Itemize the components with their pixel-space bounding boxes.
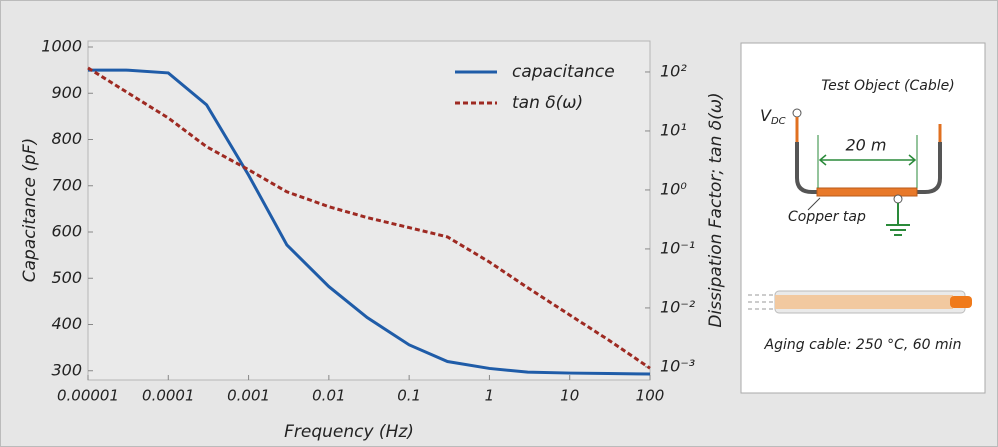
y2-tick-label: 10⁻³ (660, 356, 695, 375)
plot-area (87, 40, 651, 381)
leader (807, 197, 821, 211)
terminal (792, 108, 802, 118)
x-axis-label: Frequency (Hz) (284, 422, 414, 442)
y2-tick-label: 10¹ (660, 120, 687, 139)
y-tick-label: 500 (51, 268, 82, 287)
x-tick-label: 0.00001 (57, 387, 119, 405)
caption: Aging cable: 250 °C, 60 min (764, 337, 962, 353)
y-tick-label: 900 (51, 83, 82, 102)
tap-label: Copper tap (788, 209, 866, 225)
legend-label: capacitance (512, 62, 615, 82)
y-tick-label: 1000 (41, 37, 82, 56)
cable-insulation (775, 295, 953, 309)
legend-label: tan δ(ω) (512, 93, 583, 113)
cable-core (950, 296, 972, 308)
voltage-sub: DC (771, 116, 786, 127)
y-axis-label: Capacitance (pF) (20, 138, 40, 282)
length-label: 20 m (845, 136, 886, 155)
y-tick-label: 700 (51, 175, 82, 194)
y2-axis-label: Dissipation Factor; tan δ(ω) (706, 92, 726, 327)
series-line (88, 68, 651, 376)
ground (886, 203, 910, 236)
diagram: Test Object (Cable) VDC 20 m Copper tap … (740, 42, 986, 394)
diagram-panel (740, 42, 986, 394)
x-tick-label: 0.01 (312, 387, 345, 405)
y2-tick-label: 10⁰ (660, 179, 687, 198)
voltage-label: VDC (760, 106, 786, 128)
diagram-title: Test Object (Cable) (821, 78, 954, 94)
y-tick-label: 800 (51, 129, 82, 148)
copper-tap (816, 187, 918, 197)
y2-tick-label: 10⁻¹ (660, 238, 695, 257)
voltage-main: V (760, 106, 772, 125)
tap-terminal (893, 194, 903, 204)
x-tick-label: 10 (560, 387, 579, 405)
x-tick-label: 1 (485, 387, 495, 405)
y-tick-label: 600 (51, 222, 82, 241)
x-tick-label: 0.1 (397, 387, 421, 405)
y2-tick-label: 10⁻² (660, 297, 696, 316)
x-tick-label: 100 (636, 387, 665, 405)
y-tick-label: 400 (51, 314, 82, 333)
series-line (87, 66, 651, 370)
dimension-arrow (818, 154, 917, 166)
y-tick-label: 300 (51, 360, 82, 379)
cable-cut (748, 294, 775, 310)
x-tick-label: 0.001 (227, 387, 270, 405)
x-tick-label: 0.0001 (142, 387, 195, 405)
y2-tick-label: 10² (660, 61, 687, 80)
